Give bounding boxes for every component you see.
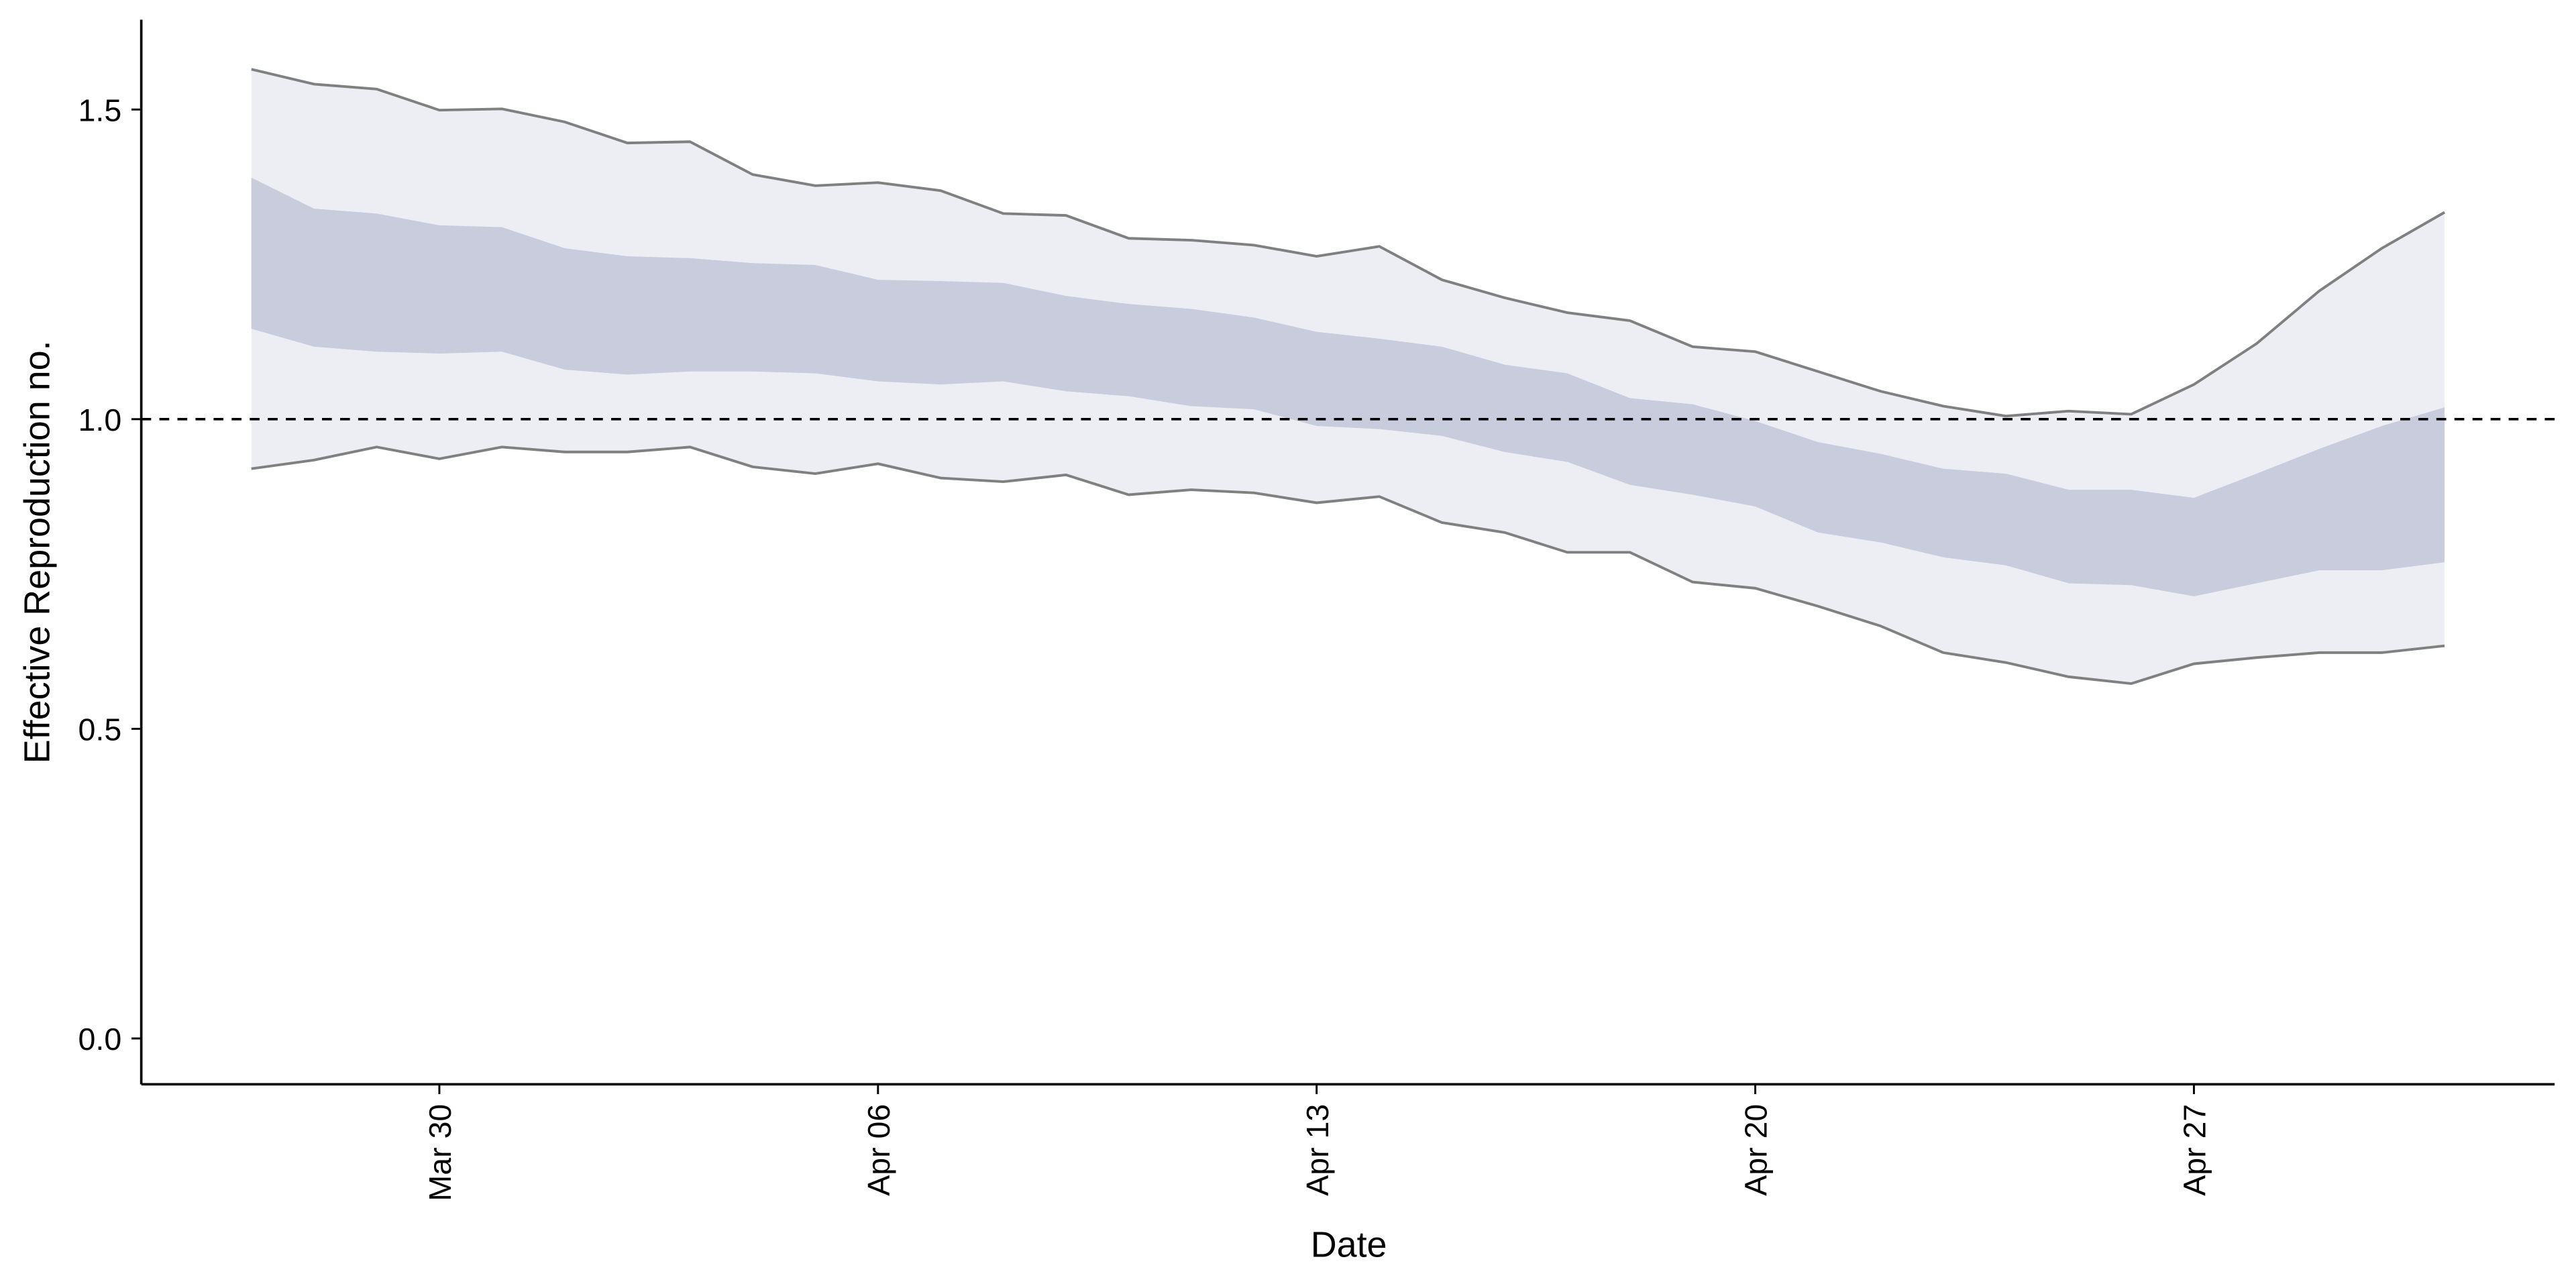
inner-band [251, 177, 2445, 596]
x-tick-label: Apr 27 [2178, 1104, 2212, 1196]
x-tick-label: Apr 06 [861, 1104, 896, 1196]
x-axis-title: Date [1311, 1224, 1387, 1265]
y-tick-label: 1.5 [78, 93, 122, 127]
y-tick-label: 0.0 [78, 1022, 122, 1057]
y-tick-label: 0.5 [78, 712, 122, 747]
x-tick-label: Apr 13 [1300, 1104, 1335, 1196]
outer-lower-line [251, 445, 2445, 686]
y-axis-title: Effective Reproduction no. [17, 340, 57, 763]
outer-upper-line [251, 68, 2446, 418]
x-tick-label: Mar 30 [423, 1104, 458, 1201]
x-tick-label: Apr 20 [1739, 1104, 1774, 1196]
y-tick-label: 1.0 [78, 402, 122, 437]
